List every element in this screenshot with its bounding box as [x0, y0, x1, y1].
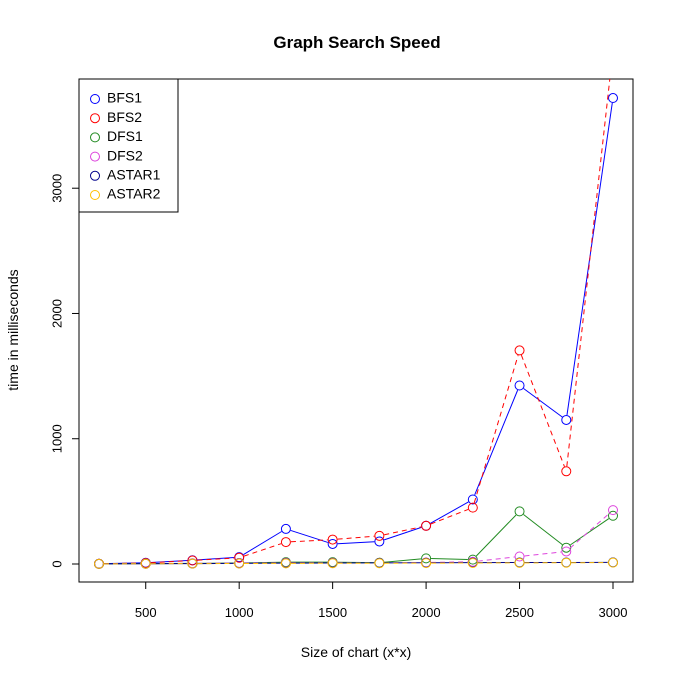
bfs1-segment [430, 502, 468, 523]
bfs2-point [515, 346, 524, 355]
chart-title: Graph Search Speed [273, 33, 440, 52]
x-axis-label: Size of chart (x*x) [301, 644, 411, 660]
bfs2-point [422, 521, 431, 530]
x-axis: 500 1000 1500 2000 2500 3000 [135, 582, 628, 620]
bfs1-point [515, 381, 524, 390]
x-tick-label: 500 [135, 605, 157, 620]
bfs1-segment [338, 542, 375, 544]
bfs2-point [375, 531, 384, 540]
x-tick-label: 3000 [599, 605, 628, 620]
y-tick-label: 0 [49, 560, 64, 567]
bfs1-point [562, 415, 571, 424]
bfs2-segment [338, 536, 375, 539]
legend-label-bfs1: BFS1 [107, 90, 142, 106]
legend-label-dfs2: DFS2 [107, 147, 143, 163]
legend-label-astar1: ASTAR1 [107, 167, 161, 183]
series-dfs2 [95, 506, 618, 569]
x-tick-label: 2000 [412, 605, 441, 620]
x-tick-label: 1000 [225, 605, 254, 620]
y-tick-label: 3000 [49, 174, 64, 203]
y-axis: 0 1000 2000 3000 [49, 174, 79, 568]
bfs2-segment [431, 509, 468, 524]
legend-label-dfs1: DFS1 [107, 128, 143, 144]
legend: BFS1 BFS2 DFS1 DFS2 ASTAR1 ASTAR2 [79, 79, 178, 212]
astar2-point [95, 559, 104, 568]
bfs1-point [609, 94, 618, 103]
bfs1-segment [475, 390, 518, 495]
dfs2-segment [570, 513, 609, 548]
bfs1-segment [384, 527, 421, 539]
x-tick-label: 1500 [318, 605, 347, 620]
series-astar2 [95, 558, 618, 568]
legend-label-astar2: ASTAR2 [107, 186, 161, 202]
bfs2-point [281, 538, 290, 547]
astar2-point [562, 558, 571, 567]
astar2-point [375, 559, 384, 568]
astar2-point [235, 559, 244, 568]
dfs1-segment [476, 515, 516, 556]
y-tick-label: 1000 [49, 424, 64, 453]
bfs1-segment [243, 532, 281, 555]
dfs1-segment [384, 559, 421, 562]
bfs2-segment [244, 544, 281, 556]
dfs1-segment [570, 519, 608, 545]
x-tick-label: 2500 [505, 605, 534, 620]
astar2-point [609, 558, 618, 567]
y-tick-label: 2000 [49, 299, 64, 328]
bfs2-point [562, 467, 571, 476]
dfs1-segment [431, 558, 468, 559]
bfs2-segment [521, 355, 564, 467]
bfs2-point [609, 46, 618, 55]
astar2-point [515, 558, 524, 567]
y-axis-label: time in milliseconds [5, 269, 21, 390]
dfs2-segment [478, 557, 515, 561]
dfs1-segment [523, 514, 562, 544]
bfs1-point [281, 524, 290, 533]
legend-label-bfs2: BFS2 [107, 109, 142, 125]
dfs1-point [515, 507, 524, 516]
dfs2-segment [525, 552, 562, 556]
dfs2-point [609, 506, 618, 515]
bfs1-segment [524, 388, 563, 417]
